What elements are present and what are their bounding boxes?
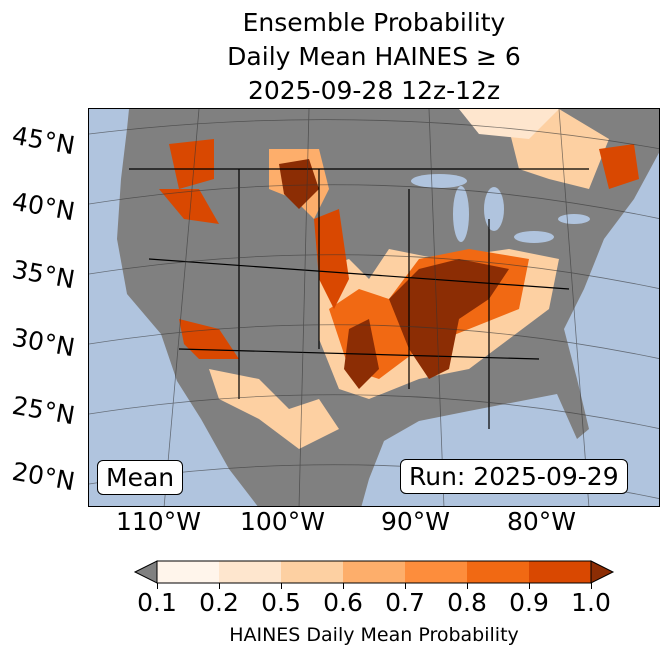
colorbar-tick xyxy=(405,583,406,589)
colorbar-tick xyxy=(343,583,344,589)
colorbar-tick-label: 0.1 xyxy=(137,588,177,617)
colorbar-tick xyxy=(219,583,220,589)
colorbar-segment xyxy=(529,561,591,583)
colorbar-tick-label: 0.8 xyxy=(447,588,487,617)
state-borders xyxy=(129,168,589,429)
colorbar-segment xyxy=(467,561,529,583)
probability-fill xyxy=(159,109,639,449)
colorbar-tick xyxy=(157,583,158,589)
title-line-1: Ensemble Probability xyxy=(242,8,506,37)
lon-label-110: 110°W xyxy=(116,507,201,536)
colorbar-tick-label: 1.0 xyxy=(571,588,611,617)
lon-label-90: 90°W xyxy=(381,507,451,536)
graticule xyxy=(89,109,659,506)
colorbar-segment xyxy=(157,561,219,583)
title-line-2: Daily Mean HAINES ≥ 6 xyxy=(227,42,521,71)
mean-label-box: Mean xyxy=(97,460,184,495)
colorbar-under-arrow xyxy=(133,560,158,584)
colorbar-tick xyxy=(467,583,468,589)
probability-map xyxy=(88,108,660,507)
colorbar-segment xyxy=(343,561,405,583)
colorbar-tick-label: 0.9 xyxy=(509,588,549,617)
colorbar-segment xyxy=(405,561,467,583)
colorbar-tick xyxy=(591,583,592,589)
map-svg xyxy=(89,109,659,506)
colorbar-tick-label: 0.6 xyxy=(323,588,363,617)
colorbar-tick xyxy=(529,583,530,589)
title-line-3: 2025-09-28 12z-12z xyxy=(247,76,501,105)
colorbar-over-arrow xyxy=(590,560,615,584)
colorbar-label: HAINES Daily Mean Probability xyxy=(229,624,519,646)
colorbar-tick-label: 0.5 xyxy=(261,588,301,617)
colorbar-tick xyxy=(281,583,282,589)
colorbar-segment xyxy=(281,561,343,583)
colorbar xyxy=(133,560,615,584)
lon-label-80: 80°W xyxy=(507,507,577,536)
colorbar-tick-label: 0.2 xyxy=(199,588,239,617)
lon-label-100: 100°W xyxy=(240,507,325,536)
colorbar-segment xyxy=(219,561,281,583)
great-lakes xyxy=(411,174,590,243)
run-label-box: Run: 2025-09-29 xyxy=(400,459,628,494)
colorbar-tick-label: 0.7 xyxy=(385,588,425,617)
colorbar-outline xyxy=(156,560,592,584)
